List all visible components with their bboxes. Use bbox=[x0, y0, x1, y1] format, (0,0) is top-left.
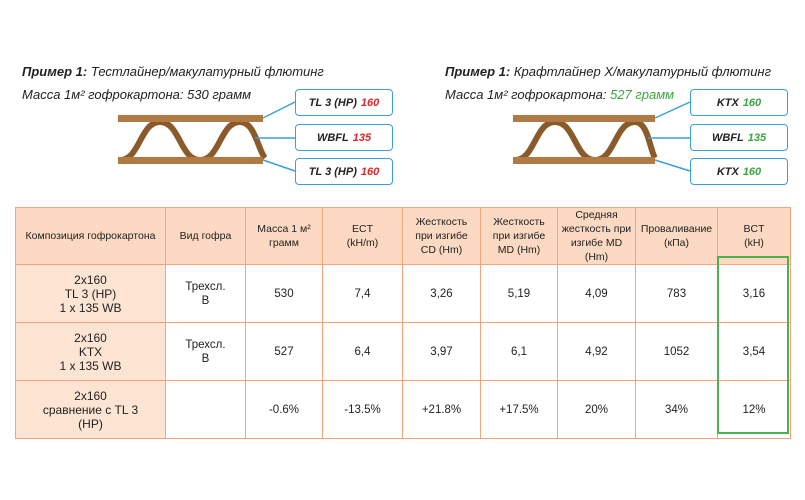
layer-weight: 160 bbox=[742, 165, 762, 178]
title: Тестлайнер/макулатурный флютинг bbox=[90, 64, 324, 79]
layer-name: TL 3 (HP) bbox=[308, 165, 357, 178]
highlight-frame bbox=[717, 256, 789, 434]
layer-box: WBFL 135 bbox=[295, 124, 393, 151]
header-cell: Средняя жесткость при изгибе MD (Hm) bbox=[557, 207, 636, 265]
table-cell: +17.5% bbox=[480, 380, 558, 439]
layer-weight: 160 bbox=[360, 96, 380, 109]
header-cell: Масса 1 м² грамм bbox=[245, 207, 323, 265]
layer-box: KTX 160 bbox=[690, 89, 788, 116]
header-cell: BCT (kH) bbox=[717, 207, 791, 265]
table-cell: Трехсл. B bbox=[165, 264, 246, 323]
layer-name: WBFL bbox=[711, 131, 744, 144]
mass-label: Масса 1м² гофрокартона: bbox=[445, 87, 607, 102]
title-prefix: Пример 1: bbox=[22, 64, 88, 79]
header-cell: ECT (kH/m) bbox=[322, 207, 403, 265]
table-cell: 34% bbox=[635, 380, 718, 439]
layer-weight: 160 bbox=[360, 165, 380, 178]
table-cell: 530 bbox=[245, 264, 323, 323]
example-title: Пример 1: Крафтлайнер X/макулатурный флю… bbox=[445, 64, 771, 79]
table-cell: 783 bbox=[635, 264, 718, 323]
layer-name: KTX bbox=[716, 96, 739, 109]
table-cell: 3,54 bbox=[717, 322, 791, 381]
layer-weight: 135 bbox=[747, 131, 767, 144]
example-mass: Масса 1м² гофрокартона: 527 грамм bbox=[445, 87, 674, 102]
example-title: Пример 1: Тестлайнер/макулатурный флютин… bbox=[22, 64, 324, 79]
title-prefix: Пример 1: bbox=[445, 64, 511, 79]
board-right bbox=[513, 101, 691, 172]
table-row: 2x160 TL 3 (HP) 1 x 135 WB Трехсл. B 530 7,… bbox=[15, 264, 791, 323]
table-cell: 3,26 bbox=[402, 264, 481, 323]
header-cell: Проваливание (кПа) bbox=[635, 207, 718, 265]
table-cell: -13.5% bbox=[322, 380, 403, 439]
layer-name: WBFL bbox=[316, 131, 349, 144]
table-cell: 3,97 bbox=[402, 322, 481, 381]
table-cell: 4,09 bbox=[557, 264, 636, 323]
layer-box: TL 3 (HP) 160 bbox=[295, 158, 393, 185]
header-cell: Жесткость при изгибе CD (Hm) bbox=[402, 207, 481, 265]
table-cell: 2x160 TL 3 (HP) 1 x 135 WB bbox=[15, 264, 166, 323]
table-cell: +21.8% bbox=[402, 380, 481, 439]
table-cell: 527 bbox=[245, 322, 323, 381]
header-cell: Вид гофра bbox=[165, 207, 246, 265]
example-mass: Масса 1м² гофрокартона: 530 грамм bbox=[22, 87, 251, 102]
layer-weight: 135 bbox=[352, 131, 372, 144]
table-row: 2x160 сравнение с TL 3 (HP) -0.6% -13.5% +2… bbox=[15, 380, 791, 439]
table-cell: 2x160 KTX 1 x 135 WB bbox=[15, 322, 166, 381]
mass: 530 грамм bbox=[187, 87, 252, 102]
header-cell: Композиция гофрокартона bbox=[15, 207, 166, 265]
table-cell: 2x160 сравнение с TL 3 (HP) bbox=[15, 380, 166, 439]
table-cell: 4,92 bbox=[557, 322, 636, 381]
table-cell: -0.6% bbox=[245, 380, 323, 439]
table-cell: 1052 bbox=[635, 322, 718, 381]
title: Крафтлайнер X/макулатурный флютинг bbox=[513, 64, 771, 79]
table-cell: 3,16 bbox=[717, 264, 791, 323]
diagrams bbox=[118, 101, 691, 172]
table-cell: Трехсл. B bbox=[165, 322, 246, 381]
table-row: 2x160 KTX 1 x 135 WB Трехсл. B 527 6,4 3,97 6… bbox=[15, 322, 791, 381]
table-cell: 6,1 bbox=[480, 322, 558, 381]
board-left bbox=[118, 101, 296, 172]
table-cell bbox=[165, 380, 246, 439]
layer-box: WBFL 135 bbox=[690, 124, 788, 151]
layer-weight: 160 bbox=[742, 96, 762, 109]
header-row: Композиция гофрокартона Вид гофра Масса 1 … bbox=[15, 207, 791, 265]
layer-name: TL 3 (HP) bbox=[308, 96, 357, 109]
comparison-table: Композиция гофрокартона Вид гофра Масса 1 … bbox=[15, 207, 791, 439]
layer-name: KTX bbox=[716, 165, 739, 178]
table-cell: 7,4 bbox=[322, 264, 403, 323]
table-cell: 6,4 bbox=[322, 322, 403, 381]
table-cell: 20% bbox=[557, 380, 636, 439]
header-cell: Жесткость при изгибе MD (Hm) bbox=[480, 207, 558, 265]
mass: 527 грамм bbox=[610, 87, 675, 102]
table-cell: 12% bbox=[717, 380, 791, 439]
layer-box: TL 3 (HP) 160 bbox=[295, 89, 393, 116]
mass-label: Масса 1м² гофрокартона: bbox=[22, 87, 184, 102]
table-cell: 5,19 bbox=[480, 264, 558, 323]
layer-box: KTX 160 bbox=[690, 158, 788, 185]
